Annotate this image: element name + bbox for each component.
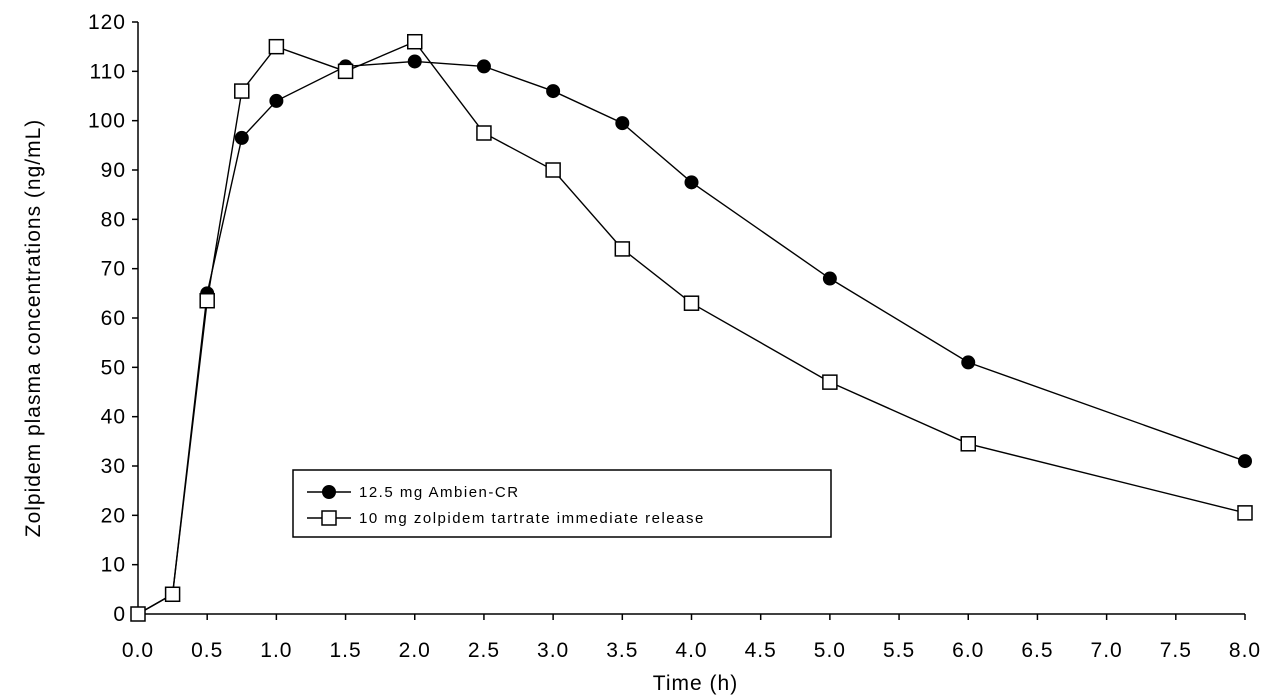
legend-marker [322, 485, 336, 499]
data-point [683, 295, 700, 311]
data-point [960, 436, 976, 452]
y-tick-label: 0 [113, 603, 126, 626]
data-point [1238, 454, 1252, 469]
x-tick-label: 4.0 [675, 639, 707, 662]
x-tick-label: 7.0 [1091, 639, 1123, 662]
data-point [615, 116, 630, 131]
data-point [234, 83, 250, 99]
y-tick-label: 120 [88, 11, 126, 34]
y-tick-label: 90 [101, 159, 126, 182]
data-point [614, 241, 631, 257]
y-tick-label: 30 [101, 455, 126, 478]
x-tick-label: 4.5 [745, 639, 777, 662]
y-tick-label: 20 [101, 504, 126, 527]
legend-label: 10 mg zolpidem tartrate immediate releas… [359, 510, 705, 527]
x-tick-label: 0.0 [122, 639, 154, 662]
y-tick-label: 50 [101, 356, 126, 379]
data-point [407, 33, 423, 50]
x-tick-label: 3.5 [606, 639, 638, 662]
x-tick-label: 5.0 [814, 639, 846, 662]
legend-marker [321, 510, 337, 526]
series-2 [130, 33, 1253, 622]
legend-label: 12.5 mg Ambien-CR [359, 484, 520, 501]
data-point [961, 355, 976, 370]
data-point [684, 175, 699, 190]
x-tick-label: 5.5 [883, 639, 915, 662]
series-group [130, 33, 1253, 622]
data-point [269, 93, 284, 108]
x-tick-label: 6.5 [1021, 639, 1053, 662]
x-tick-label: 1.5 [329, 639, 361, 662]
y-tick-label: 60 [101, 307, 126, 330]
x-tick-label: 2.0 [399, 639, 431, 662]
data-point [545, 162, 561, 178]
legend-item: 10 mg zolpidem tartrate immediate releas… [307, 510, 705, 527]
x-axis-ticks: 0.0 0.5 1.0 1.5 2.0 2.5 3.0 3.5 4.0 4.5 5.0 5.5 6.0 6… [122, 614, 1261, 662]
x-tick-label: 0.5 [191, 639, 223, 662]
legend-box [292, 469, 832, 538]
series-line [137, 40, 1246, 615]
x-tick-label: 8.0 [1229, 639, 1261, 662]
legend: 12.5 mg Ambien-CR 10 mg zolpidem tartrate… [292, 469, 832, 538]
data-point [476, 59, 491, 74]
y-tick-label: 110 [90, 60, 126, 83]
x-tick-label: 3.0 [537, 639, 569, 662]
x-axis-label: Time (h) [653, 672, 738, 695]
data-point [546, 84, 561, 99]
legend-items: 12.5 mg Ambien-CR 10 mg zolpidem tartrate… [307, 484, 705, 527]
y-tick-label: 10 [101, 554, 126, 577]
x-tick-label: 6.0 [952, 639, 984, 662]
data-point [1237, 505, 1253, 521]
y-tick-label: 40 [101, 406, 126, 429]
data-point [337, 63, 354, 80]
x-tick-label: 1.0 [260, 639, 292, 662]
data-point [476, 125, 492, 141]
data-point [199, 292, 215, 309]
data-point [234, 130, 249, 145]
y-tick-label: 100 [88, 110, 126, 133]
legend-item: 12.5 mg Ambien-CR [307, 484, 520, 501]
data-point [407, 54, 422, 69]
x-tick-label: 7.5 [1160, 639, 1192, 662]
y-tick-label: 80 [101, 208, 126, 231]
data-point [130, 606, 146, 622]
data-point [822, 374, 838, 390]
data-point [268, 38, 285, 55]
y-axis-ticks: 0 10 20 30 40 50 60 70 80 90 100 110 120 [88, 11, 138, 626]
y-tick-label: 70 [101, 258, 126, 281]
data-point [164, 586, 181, 603]
y-axis-label: Zolpidem plasma concentrations (ng/mL) [22, 119, 45, 538]
data-point [822, 271, 837, 286]
x-tick-label: 2.5 [468, 639, 500, 662]
